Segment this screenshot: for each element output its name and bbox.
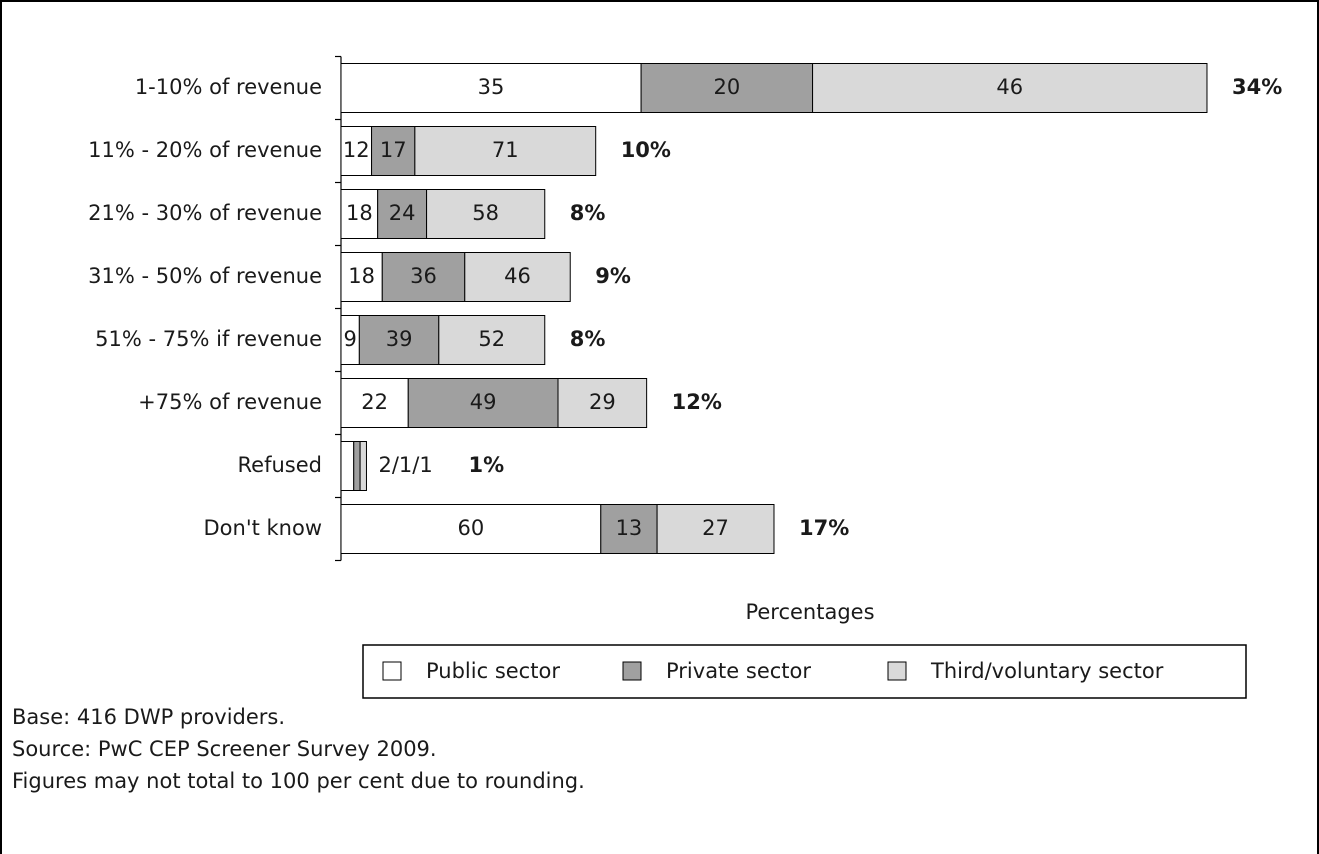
bar-segment [340, 441, 355, 491]
y-tick-label: 11% - 20% of revenue [88, 138, 322, 162]
total-label: 8% [570, 201, 606, 225]
bar-segment [340, 63, 642, 113]
value-label: 35 [478, 75, 505, 99]
y-tick-label: 1-10% of revenue [135, 75, 322, 99]
value-label: 49 [470, 390, 497, 414]
value-label: 58 [472, 201, 499, 225]
footnote: Figures may not total to 100 per cent du… [12, 769, 585, 793]
total-label: 34% [1232, 75, 1282, 99]
footnote: Base: 416 DWP providers. [12, 705, 285, 729]
bar-segment [640, 63, 814, 113]
y-tick-label: 51% - 75% if revenue [95, 327, 322, 351]
value-label: 29 [589, 390, 616, 414]
legend-swatch [382, 661, 402, 681]
x-axis-label: Percentages [745, 600, 874, 624]
bar-segment [377, 189, 428, 239]
value-label: 39 [386, 327, 413, 351]
total-label: 9% [595, 264, 631, 288]
legend-label: Private sector [666, 659, 811, 683]
value-label: 46 [996, 75, 1023, 99]
footnote: Source: PwC CEP Screener Survey 2009. [12, 737, 437, 761]
bar-segment [340, 252, 383, 302]
value-label: 22 [361, 390, 388, 414]
y-tick-label: Don't know [203, 516, 322, 540]
bar-segment [464, 252, 571, 302]
value-label: 36 [410, 264, 437, 288]
y-tick-label: 31% - 50% of revenue [88, 264, 322, 288]
total-label: 12% [672, 390, 722, 414]
value-label: 52 [478, 327, 505, 351]
value-label: 9 [343, 327, 356, 351]
y-tick-label: Refused [238, 453, 322, 477]
bar-segment [407, 378, 559, 428]
value-label: 20 [713, 75, 740, 99]
bar-segment [600, 504, 658, 554]
legend-label: Third/voluntary sector [930, 659, 1164, 683]
bar-segment [426, 189, 546, 239]
bar-segment [358, 315, 440, 365]
value-label: 27 [702, 516, 729, 540]
total-label: 1% [468, 453, 504, 477]
value-label: 18 [348, 264, 375, 288]
bar-segment [340, 126, 373, 176]
total-label: 10% [621, 138, 671, 162]
bar-segment [371, 126, 416, 176]
bar-segment [414, 126, 597, 176]
bar-segment [340, 504, 602, 554]
legend-label: Public sector [426, 659, 560, 683]
bar-segment [557, 378, 648, 428]
bar-segment [353, 441, 361, 491]
total-label: 8% [570, 327, 606, 351]
value-label: 18 [346, 201, 373, 225]
bar-segment [381, 252, 466, 302]
value-label: 13 [616, 516, 643, 540]
total-label: 17% [799, 516, 849, 540]
value-label: 24 [389, 201, 416, 225]
y-tick-label: 21% - 30% of revenue [88, 201, 322, 225]
legend-swatch [887, 661, 907, 681]
value-label: 71 [492, 138, 519, 162]
bar-segment [438, 315, 546, 365]
legend-swatch [622, 661, 642, 681]
y-tick-label: +75% of revenue [138, 390, 322, 414]
combined-label: 2/1/1 [378, 453, 432, 477]
value-label: 17 [380, 138, 407, 162]
bar-segment [340, 378, 409, 428]
bar-segment [812, 63, 1208, 113]
value-label: 46 [504, 264, 531, 288]
value-label: 60 [458, 516, 485, 540]
bar-segment [359, 441, 367, 491]
legend-box [362, 644, 1247, 699]
bar-segment [656, 504, 775, 554]
value-label: 12 [343, 138, 370, 162]
